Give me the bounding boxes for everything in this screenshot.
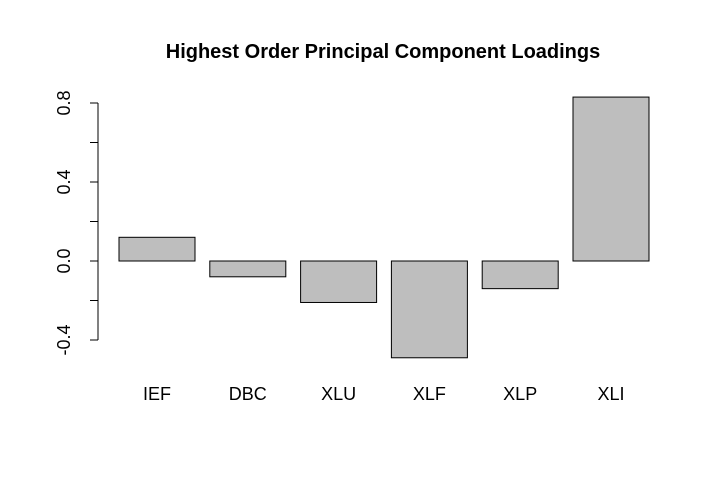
- bar-xlf: [390, 260, 468, 359]
- x-tick-label: IEF: [143, 384, 171, 404]
- y-tick-label: 0.4: [54, 169, 74, 194]
- y-axis: -0.4 0.0 0.4 0.8: [54, 90, 99, 356]
- bar-xlu: [300, 260, 378, 303]
- x-tick-label: XLP: [503, 384, 537, 404]
- bar-xlp: [481, 260, 559, 290]
- bar-ief: [118, 236, 196, 262]
- bar-dbc: [209, 260, 287, 278]
- x-tick-label: XLI: [597, 384, 624, 404]
- x-tick-label: XLF: [413, 384, 446, 404]
- y-tick-label: -0.4: [54, 324, 74, 355]
- x-tick-label: XLU: [321, 384, 356, 404]
- bar-xli: [572, 96, 650, 262]
- y-tick-label: 0.0: [54, 248, 74, 273]
- y-tick-label: 0.8: [54, 90, 74, 115]
- chart-title: Highest Order Principal Component Loadin…: [166, 41, 600, 63]
- x-axis-labels: IEF DBC XLU XLF XLP XLI: [143, 384, 625, 404]
- bars-group: [118, 96, 650, 359]
- x-tick-label: DBC: [229, 384, 267, 404]
